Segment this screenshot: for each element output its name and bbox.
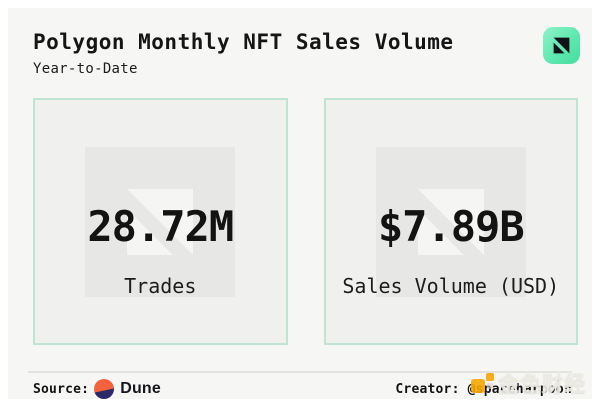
- dune-logo-icon: [94, 379, 115, 399]
- dune-glyph-icon: [553, 37, 570, 54]
- stat-card-trades: 28.72M Trades: [33, 98, 288, 345]
- page-subtitle: Year-to-Date: [33, 61, 138, 77]
- source-name: Dune: [120, 380, 161, 397]
- stat-value-sales-volume: $7.89B: [377, 201, 525, 251]
- header: Polygon Monthly NFT Sales Volume Year-to…: [33, 30, 454, 77]
- source-label: Source:: [33, 381, 90, 397]
- creator-label: Creator:: [395, 381, 460, 397]
- stat-label-sales-volume: Sales Volume (USD): [342, 273, 560, 298]
- footer-divider: [28, 371, 572, 373]
- dune-glyph-watermark-icon: [127, 188, 194, 255]
- dune-app-logo-icon: [543, 27, 580, 64]
- stat-value-trades: 28.72M: [87, 201, 234, 251]
- stat-card-sales-volume: $7.89B Sales Volume (USD): [323, 98, 578, 345]
- creator-handle: @spaceharpoon: [467, 381, 572, 397]
- card-watermark: [85, 146, 236, 297]
- card-watermark: [375, 146, 526, 297]
- footer: Source: Dune Creator: @spaceharpoon: [33, 377, 578, 401]
- dashboard-canvas: Polygon Monthly NFT Sales Volume Year-to…: [8, 8, 592, 399]
- dune-glyph-watermark-icon: [417, 188, 484, 255]
- page-title: Polygon Monthly NFT Sales Volume: [33, 30, 454, 54]
- stat-label-trades: Trades: [124, 273, 197, 298]
- creator-attribution[interactable]: Creator: @spaceharpoon: [395, 382, 572, 397]
- stat-cards-row: 28.72M Trades $7.89B Sales Volume (USD): [33, 98, 578, 345]
- source-attribution[interactable]: Source: Dune: [33, 379, 161, 399]
